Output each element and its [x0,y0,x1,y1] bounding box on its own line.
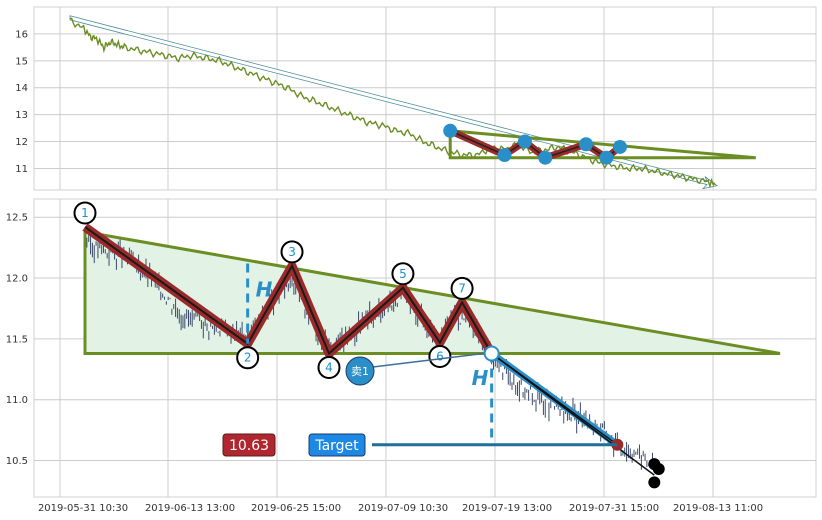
detail-point-label: 4 [325,360,333,374]
detail-end-dot [652,463,665,476]
detail-price-label: 10.63 [229,438,269,454]
detail-target-label: Target [314,438,359,454]
overview-pattern-point [538,150,553,165]
detail-y-tick-label: 12.0 [6,274,28,285]
detail-x-tick-label: 2019-07-09 10:30 [358,503,448,514]
overview-price-line [69,17,716,189]
overview-y-tick-label: 15 [15,56,28,67]
overview-pattern-point [517,134,532,149]
detail-y-tick-label: 10.5 [6,456,28,467]
detail-point-marker [391,262,415,286]
detail-x-tick-label: 2019-07-31 15:00 [569,503,659,514]
detail-sell-label: 卖1 [351,365,369,378]
overview-y-tick-label: 12 [15,137,28,148]
overview-pattern-point [579,137,593,152]
detail-point-marker [450,276,474,300]
detail-point-marker [428,345,452,369]
detail-target-badge [308,433,366,457]
detail-point-label: 7 [458,281,466,295]
overview-y-tick-label: 16 [15,29,28,40]
overview-pattern-point [612,139,627,154]
detail-x-tick-label: 2019-07-19 13:00 [462,503,552,514]
detail-end-dot [648,476,661,489]
overview-y-tick-label: 14 [15,83,28,94]
overview-panel: 16 15 14 13 12 11 [15,6,817,191]
detail-point-label: 3 [288,245,296,259]
detail-x-ticks: 2019-05-31 10:30 2019-06-13 13:00 2019-06-… [38,503,763,514]
detail-y-tick-label: 11.5 [6,334,28,345]
detail-height-label-right: H [472,366,489,390]
detail-point-marker [280,240,304,264]
overview-y-tick-label: 13 [15,110,28,121]
detail-marks: H H 1 2 3 4 5 6 7 卖1 Target 10.63 [73,201,781,489]
detail-breakout-marker [483,345,500,362]
overview-y-tick-label: 11 [15,164,28,175]
detail-point-marker [236,346,260,370]
detail-point-marker [73,201,97,225]
detail-x-tick-label: 2019-06-25 15:00 [251,503,341,514]
detail-projection-extension [491,352,655,476]
detail-sell-pointer [372,352,484,368]
detail-x-tick-label: 2019-08-13 11:00 [673,503,763,514]
detail-y-ticks: 12.5 12.0 11.5 11.0 10.5 [6,213,28,467]
detail-panel: 12.512.011.511.010.5 2019-05-31 10:30 201… [6,198,817,514]
overview-marks [69,15,756,190]
detail-pattern-core [84,226,493,356]
detail-point-label: 2 [244,351,252,365]
overview-grid [34,7,816,190]
detail-price-badge [222,433,276,457]
overview-pattern-point [599,150,614,165]
detail-height-label-left: H [256,277,273,301]
overview-pattern-point [443,123,458,138]
detail-point-label: 5 [399,267,407,281]
detail-point-label: 6 [436,350,444,364]
detail-point-marker [317,355,341,379]
detail-x-tick-label: 2019-05-31 10:30 [38,503,128,514]
detail-x-tick-label: 2019-06-13 13:00 [145,503,235,514]
overview-pattern-point [497,148,512,163]
detail-point-label: 1 [81,206,89,220]
detail-y-tick-label: 11.0 [6,395,28,406]
overview-y-ticks: 16 15 14 13 12 11 [15,29,28,175]
overview-frame [33,6,817,191]
detail-y-tick-label: 12.5 [6,213,28,224]
detail-sell-marker [345,356,375,386]
